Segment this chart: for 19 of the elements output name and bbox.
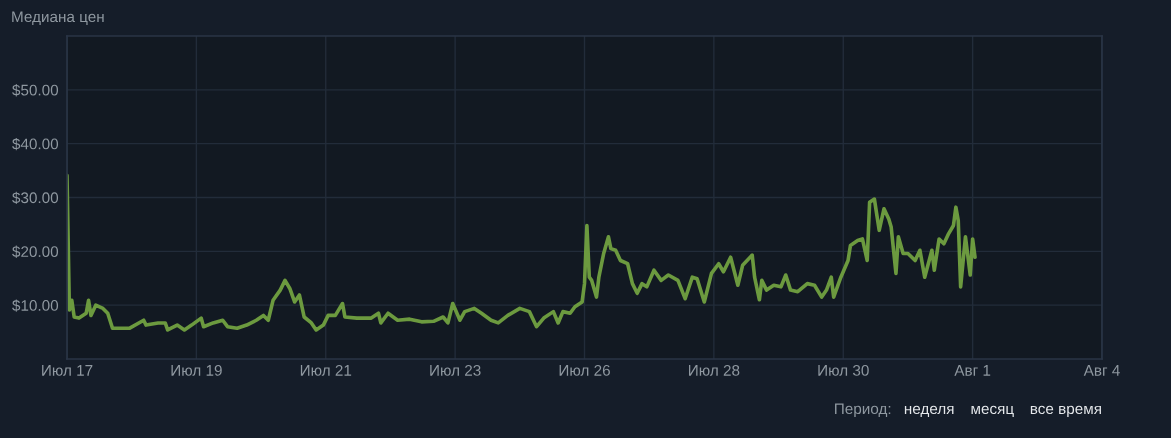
y-tick-label: $50.00: [12, 84, 59, 97]
y-tick-label: $30.00: [12, 191, 59, 205]
x-tick-label: Июл 21: [300, 364, 352, 376]
x-tick-label: Июл 26: [559, 364, 610, 376]
x-tick-label: Июл 17: [42, 365, 93, 376]
chart-title: Медиана цен: [12, 11, 104, 25]
text: Период:: [835, 403, 891, 418]
x-tick-label: Авг 1: [954, 365, 991, 376]
text: неделя: [904, 405, 954, 417]
x-tick-label: Июл 30: [818, 364, 869, 376]
y-tick-label: $40.00: [12, 137, 59, 151]
x-tick-label: Июл 23: [430, 364, 481, 376]
y-tick-label: $20.00: [12, 245, 59, 258]
y-tick-label: $10.00: [12, 299, 59, 312]
text: все время: [1030, 405, 1101, 418]
x-tick-label: Июл 19: [171, 364, 222, 376]
x-tick-label: Авг 4: [1083, 365, 1120, 376]
x-tick-label: Июл 28: [689, 364, 740, 376]
text: месяц: [971, 405, 1014, 417]
